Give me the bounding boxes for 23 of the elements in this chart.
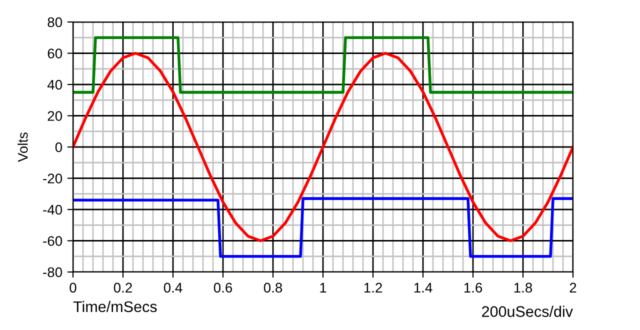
y-tick-label: -40 bbox=[43, 204, 62, 215]
text: 200uSecs/div bbox=[482, 306, 573, 317]
y-tick-label: 20 bbox=[48, 111, 62, 121]
y-tick-label: 80 bbox=[48, 17, 62, 28]
x-tick-label: 1.4 bbox=[414, 282, 432, 292]
x-tick-label: 2 bbox=[570, 282, 576, 292]
x-axis-title: Time/mSecs bbox=[73, 300, 157, 312]
x-tick-label: 0 bbox=[70, 282, 76, 293]
x-tick-label: 0.2 bbox=[114, 282, 132, 293]
x-tick-label: 1.6 bbox=[464, 282, 482, 293]
x-tick-label: 0.8 bbox=[264, 282, 282, 293]
y-tick-label: -20 bbox=[43, 174, 62, 184]
y-tick-label: 40 bbox=[47, 80, 62, 90]
x-tick-label: 1.8 bbox=[514, 282, 532, 293]
y-tick-label: 0 bbox=[55, 142, 62, 152]
y-tick-label: 60 bbox=[48, 48, 62, 58]
y-tick-label: -60 bbox=[43, 236, 62, 246]
x-tick-label: 0.6 bbox=[214, 282, 232, 293]
x-tick-label: 0.4 bbox=[164, 282, 182, 293]
x-tick-label: 1.2 bbox=[364, 282, 382, 292]
x-tick-label: 1 bbox=[320, 282, 326, 292]
y-axis-title: Volts bbox=[18, 132, 28, 162]
y-tick-label: -80 bbox=[43, 267, 62, 278]
